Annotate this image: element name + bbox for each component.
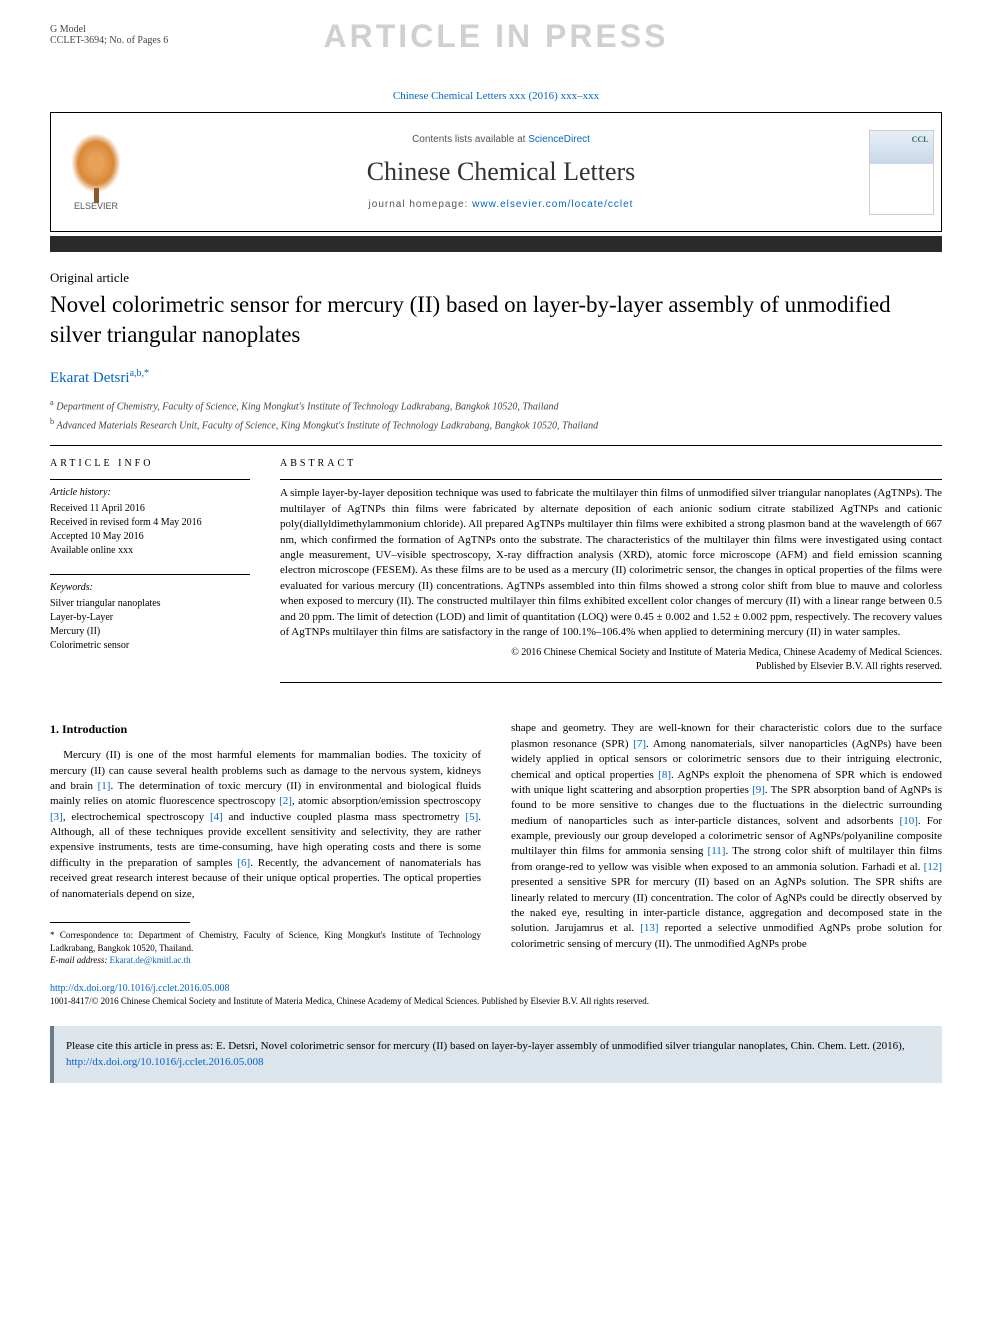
ref-12[interactable]: [12]	[924, 861, 942, 873]
gmodel-l1: G Model	[50, 24, 168, 35]
ref-1[interactable]: [1]	[98, 780, 111, 792]
ref-3[interactable]: [3]	[50, 811, 63, 823]
doi-line: http://dx.doi.org/10.1016/j.cclet.2016.0…	[50, 983, 942, 994]
journal-name: Chinese Chemical Letters	[367, 157, 636, 187]
history-block: Article history: Received 11 April 2016 …	[50, 486, 250, 558]
ref-2[interactable]: [2]	[279, 795, 292, 807]
gmodel-header: G Model CCLET-3694; No. of Pages 6	[50, 24, 168, 46]
abstract-copyright: © 2016 Chinese Chemical Society and Inst…	[280, 646, 942, 674]
para-continued: shape and geometry. They are well-known …	[511, 721, 942, 952]
article-info-col: ARTICLE INFO Article history: Received 1…	[50, 458, 250, 691]
right-column: shape and geometry. They are well-known …	[511, 721, 942, 966]
info-abstract-row: ARTICLE INFO Article history: Received 1…	[50, 458, 942, 691]
article-title: Novel colorimetric sensor for mercury (I…	[50, 290, 942, 350]
ref-7[interactable]: [7]	[633, 738, 646, 750]
ref-13[interactable]: [13]	[640, 922, 658, 934]
cover-thumbnail	[861, 113, 941, 231]
homepage-link[interactable]: www.elsevier.com/locate/cclet	[472, 199, 633, 210]
citebox-doi-link[interactable]: http://dx.doi.org/10.1016/j.cclet.2016.0…	[66, 1056, 263, 1068]
journal-reference: Chinese Chemical Letters xxx (2016) xxx–…	[50, 90, 942, 102]
body-columns: 1. Introduction Mercury (II) is one of t…	[50, 721, 942, 966]
article-type: Original article	[50, 270, 942, 286]
info-head: ARTICLE INFO	[50, 458, 250, 469]
affiliation-b: b Advanced Materials Research Unit, Facu…	[50, 416, 942, 433]
footnote-separator	[50, 922, 190, 923]
ref-5[interactable]: [5]	[465, 811, 478, 823]
contents-line: Contents lists available at ScienceDirec…	[412, 134, 590, 145]
watermark: ARTICLE IN PRESS	[324, 18, 669, 55]
ref-10[interactable]: [10]	[900, 815, 918, 827]
author-line: Ekarat Detsria,b,*	[50, 368, 942, 387]
email-link[interactable]: Ekarat.de@kmitl.ac.th	[110, 955, 191, 965]
section-1-head: 1. Introduction	[50, 721, 481, 738]
elsevier-logo: ELSEVIER	[51, 113, 141, 231]
affiliation-a: a Department of Chemistry, Faculty of Sc…	[50, 397, 942, 414]
journal-header-box: ELSEVIER Contents lists available at Sci…	[50, 112, 942, 232]
cover-image	[869, 130, 934, 215]
ref-4[interactable]: [4]	[210, 811, 223, 823]
citation-box: Please cite this article in press as: E.…	[50, 1026, 942, 1083]
elsevier-tree-icon	[71, 133, 121, 193]
ref-6[interactable]: [6]	[237, 857, 250, 869]
homepage-line: journal homepage: www.elsevier.com/locat…	[369, 199, 634, 210]
header-center: Contents lists available at ScienceDirec…	[141, 113, 861, 231]
ref-8[interactable]: [8]	[658, 769, 671, 781]
separator	[50, 445, 942, 446]
author-name[interactable]: Ekarat Detsri	[50, 370, 130, 386]
dark-bar	[50, 236, 942, 252]
intro-para: Mercury (II) is one of the most harmful …	[50, 748, 481, 902]
doi-link[interactable]: http://dx.doi.org/10.1016/j.cclet.2016.0…	[50, 983, 230, 994]
ref-11[interactable]: [11]	[708, 845, 726, 857]
bottom-copyright: 1001-8417/© 2016 Chinese Chemical Societ…	[50, 996, 942, 1006]
abstract-col: ABSTRACT A simple layer-by-layer deposit…	[280, 458, 942, 691]
corr-footnote: * Correspondence to: Department of Chemi…	[50, 929, 481, 967]
keywords-block: Keywords: Silver triangular nanoplates L…	[50, 581, 250, 653]
gmodel-l2: CCLET-3694; No. of Pages 6	[50, 35, 168, 46]
left-column: 1. Introduction Mercury (II) is one of t…	[50, 721, 481, 966]
corr-marker[interactable]: *	[144, 368, 149, 379]
abstract-head: ABSTRACT	[280, 458, 942, 469]
ref-9[interactable]: [9]	[752, 784, 765, 796]
sciencedirect-link[interactable]: ScienceDirect	[528, 134, 590, 145]
abstract-text: A simple layer-by-layer deposition techn…	[280, 486, 942, 640]
